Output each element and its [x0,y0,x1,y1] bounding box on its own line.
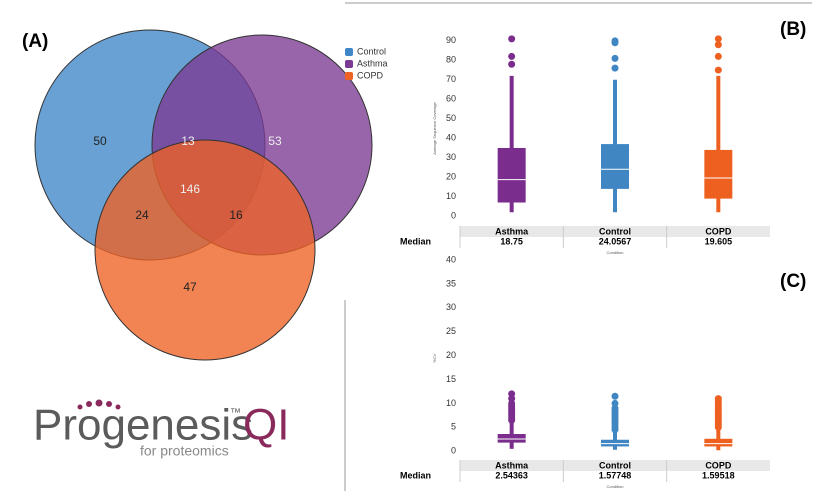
y-tick-label: 60 [446,94,456,104]
logo-dot [115,404,121,410]
table-row-label: Median [400,470,431,480]
y-tick-label: 15 [446,374,456,384]
y-tick-label: 30 [446,152,456,162]
logo-tagline: for proteomics [140,443,229,459]
legend-label: Asthma [357,58,388,68]
outlier [714,52,722,60]
outlier [611,37,619,45]
box [497,147,526,203]
x-tick-label: Control [599,460,631,470]
y-tick-label: 20 [446,172,456,182]
logo-dot [106,401,112,407]
y-tick-label: 5 [451,422,456,432]
table-row-label: Median [400,236,431,246]
outlier [714,35,722,43]
box [601,439,629,447]
table-header-bg [460,226,770,237]
y-tick-label: 35 [446,278,456,288]
y-tick-label: 30 [446,302,456,312]
legend-swatch [345,48,353,56]
y-tick-label: 70 [446,74,456,84]
outlier [714,41,722,49]
y-tick-label: 40 [446,254,456,264]
venn-count: 13 [181,134,195,148]
logo-product: QI [243,401,289,450]
x-tick-label: COPD [705,226,732,236]
legend-swatch [345,60,353,68]
median-value: 1.57748 [599,470,632,480]
outlier [714,395,722,403]
logo-dot [77,404,83,410]
y-tick-label: 0 [451,211,456,221]
venn-count: 24 [135,208,149,222]
legend-label: Control [357,46,386,56]
x-tick-label: Asthma [495,226,529,236]
outlier [714,66,722,74]
logo-dot [95,399,103,407]
y-tick-label: 50 [446,113,456,123]
logo: Progenesis ™ QI for proteomics [33,399,289,459]
y-tick-label: 80 [446,55,456,65]
y-tick-label: 25 [446,326,456,336]
box [497,434,526,443]
x-tick-label: Control [599,226,631,236]
y-tick-label: 0 [451,446,456,456]
logo-trademark: ™ [230,407,241,419]
venn-count: 16 [229,208,243,222]
y-tick-label: 10 [446,398,456,408]
outlier [508,35,516,43]
median-value: 24.0567 [599,236,632,246]
legend-label: COPD [357,70,384,80]
outlier [611,64,619,72]
median-value: 18.75 [500,236,523,246]
logo-name: Progenesis [33,401,253,450]
x-tick-label: Asthma [495,460,529,470]
x-axis-label: Condition [607,250,624,255]
logo-dot [86,401,92,407]
venn-count: 50 [93,134,107,148]
panel-label: (A) [22,31,48,52]
legend-swatch [345,72,353,80]
box [704,149,733,199]
y-tick-label: 20 [446,350,456,360]
venn-count: 47 [183,280,197,294]
outlier [508,60,516,68]
y-axis-label: Average Sequence Coverage [432,102,437,155]
y-tick-label: 10 [446,191,456,201]
table-header-bg [460,460,770,471]
median-value: 2.54363 [495,470,528,480]
outlier [611,399,619,407]
box [704,438,733,447]
box [601,144,629,189]
panel-label: (C) [780,271,806,292]
y-tick-label: 90 [446,35,456,45]
venn-count: 146 [180,182,200,196]
y-tick-label: 40 [446,133,456,143]
x-axis-label: Condition [607,484,624,489]
outlier [508,390,516,398]
x-tick-label: COPD [705,460,732,470]
median-value: 1.59518 [702,470,735,480]
outlier [611,54,619,62]
outlier [508,52,516,60]
outlier [611,392,619,400]
panel-label: (B) [780,19,806,40]
y-axis-label: %CV [432,353,437,362]
median-value: 19.605 [705,236,733,246]
venn-set [94,139,316,361]
venn-count: 53 [268,134,282,148]
